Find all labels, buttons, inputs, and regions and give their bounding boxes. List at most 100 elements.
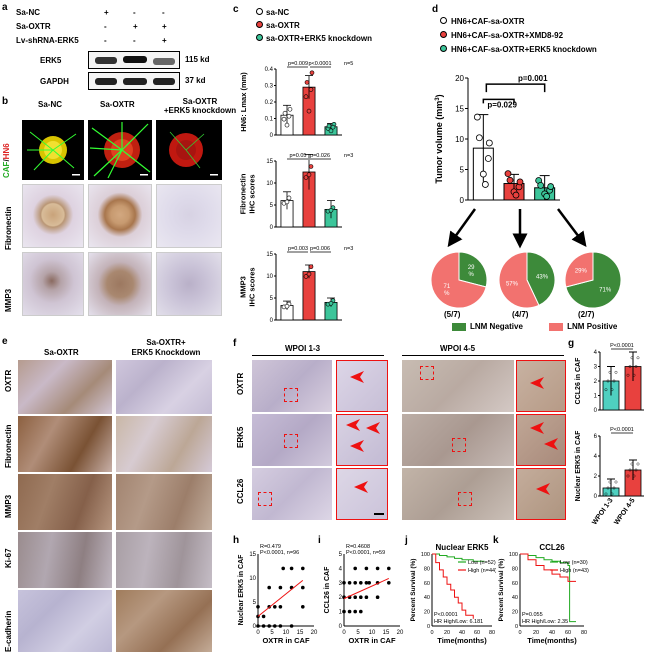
sign: +	[133, 22, 138, 31]
data-point	[375, 566, 380, 571]
pie-ratio-0: (5/7)	[444, 310, 461, 319]
data-point	[547, 183, 555, 190]
pie-slice-negative	[526, 251, 556, 307]
image-f-oxtr-45-zoom	[516, 360, 566, 412]
y-tick-label: 0	[270, 225, 274, 231]
chart-c1: 0 0.1 0.2 0.3 0.4 HN6: Lmax (mm) p=0.009 p<0.00…	[239, 61, 353, 139]
row-label-sa-nc: Sa-NC	[16, 8, 41, 17]
col-label: Sa-OXTR	[44, 348, 79, 357]
data-point	[328, 128, 334, 134]
group-label: WPOI 4-5	[440, 344, 476, 353]
survival-curve	[432, 553, 485, 562]
row-label-fibronectin: Fibronectin	[4, 206, 13, 250]
survival-curve	[520, 553, 576, 623]
data-point	[342, 581, 346, 585]
data-point	[626, 474, 630, 478]
y-axis-label: CCL26 in CAF	[575, 357, 582, 404]
data-point	[353, 595, 357, 599]
legend-label: Low (n=52)	[468, 560, 496, 566]
image-e-fib-1	[18, 416, 112, 472]
x-tick-label: 0	[342, 630, 346, 636]
image-e-mmp3-1	[18, 474, 112, 530]
data-point	[286, 195, 292, 201]
y-tick-label: 5	[270, 296, 274, 302]
y-axis-label: Fibronectin	[239, 173, 248, 214]
data-point	[504, 170, 512, 178]
pie-legend: LNM Negative LNM Positive	[452, 322, 617, 331]
chart-title: CCL26	[539, 543, 565, 552]
panel-label-d: d	[432, 4, 439, 15]
data-point	[364, 595, 369, 599]
blot-label-gapdh: GAPDH	[40, 77, 69, 86]
y-tick-label: 0.2	[265, 100, 274, 106]
x-tick-label: 0	[518, 630, 521, 636]
y-tick-label: 60	[512, 581, 518, 587]
image-f-ccl26-45-zoom	[516, 468, 566, 520]
image-f-ccl26-45	[402, 468, 514, 520]
annotation: P<0.0001	[434, 612, 458, 618]
data-point	[347, 609, 352, 614]
sign: +	[162, 22, 167, 31]
x-tick-label: 15	[297, 630, 304, 636]
p-value: p=0.006	[310, 246, 330, 252]
caf-text: CAF	[2, 161, 11, 178]
x-tick-label: 60	[474, 630, 480, 636]
y-axis-label: Nuclear ERK5 in CAF	[238, 554, 245, 626]
pie-label-positive: %	[444, 291, 450, 297]
y-tick-label: 80	[424, 566, 430, 572]
pie-slice-positive	[430, 251, 487, 309]
annotation: P=0.055	[522, 612, 543, 618]
p-value: p<0.0001	[308, 61, 331, 67]
data-point	[364, 566, 369, 571]
chart-title: Nuclear ERK5	[436, 543, 489, 552]
sign: -	[104, 36, 107, 45]
annotation: HR High/Low: 6.181	[434, 619, 483, 625]
pie-slice-negative	[458, 251, 488, 288]
annotation: R=0.4608	[346, 544, 370, 550]
image-f-ccl26-13-zoom	[336, 468, 388, 520]
legend-label: Low (n=30)	[560, 560, 588, 566]
row-label-lv-shrna: Lv-shRNA-ERK5	[16, 36, 79, 45]
image-mmp3-nc	[22, 252, 84, 316]
image-f-erk5-13	[252, 414, 332, 466]
data-point	[481, 181, 489, 188]
sign: -	[104, 22, 107, 31]
sign: -	[133, 36, 136, 45]
pie-legend-pos: LNM Positive	[567, 322, 618, 331]
row-label: MMP3	[4, 494, 13, 518]
data-point	[375, 595, 380, 599]
row-label: OXTR	[4, 369, 13, 392]
data-point	[261, 614, 266, 619]
y-tick-label: 20	[512, 610, 518, 616]
y-tick-label: 4	[594, 454, 598, 460]
y-tick-label: 2	[594, 379, 598, 385]
x-axis-label: Time(months)	[527, 636, 577, 645]
pie-chart-1: 43% 57%	[498, 251, 556, 309]
hn6-text: HN6	[2, 143, 11, 160]
data-point	[473, 113, 481, 121]
data-point	[387, 566, 391, 571]
divider	[252, 355, 384, 356]
y-tick-label: 0	[339, 624, 343, 630]
x-tick-label: 5	[270, 630, 274, 636]
data-point	[604, 492, 608, 496]
image-e-ecad-2	[116, 590, 212, 652]
row-label-sa-oxtr: Sa-OXTR	[16, 22, 51, 31]
legend-d: HN6+CAF-sa-OXTR HN6+CAF-sa-OXTR+XMD8-92 …	[440, 17, 597, 54]
image-fluor-oxtr	[88, 120, 152, 180]
image-e-ki67-1	[18, 532, 112, 588]
pie-slice-positive	[498, 251, 540, 309]
y-tick-label: 40	[424, 595, 430, 601]
sign: +	[162, 36, 167, 45]
data-point	[636, 356, 640, 360]
p-value: p=0.029	[487, 100, 517, 109]
image-f-oxtr-45	[402, 360, 514, 412]
data-point	[306, 108, 312, 114]
y-tick-label: 5	[460, 166, 465, 175]
regression-line	[343, 578, 390, 600]
y-axis-label: IHC scores	[248, 174, 257, 213]
x-tick-label: 60	[565, 630, 571, 636]
data-point	[614, 480, 618, 484]
data-point	[612, 379, 616, 383]
y-tick-label: 0	[253, 624, 257, 630]
